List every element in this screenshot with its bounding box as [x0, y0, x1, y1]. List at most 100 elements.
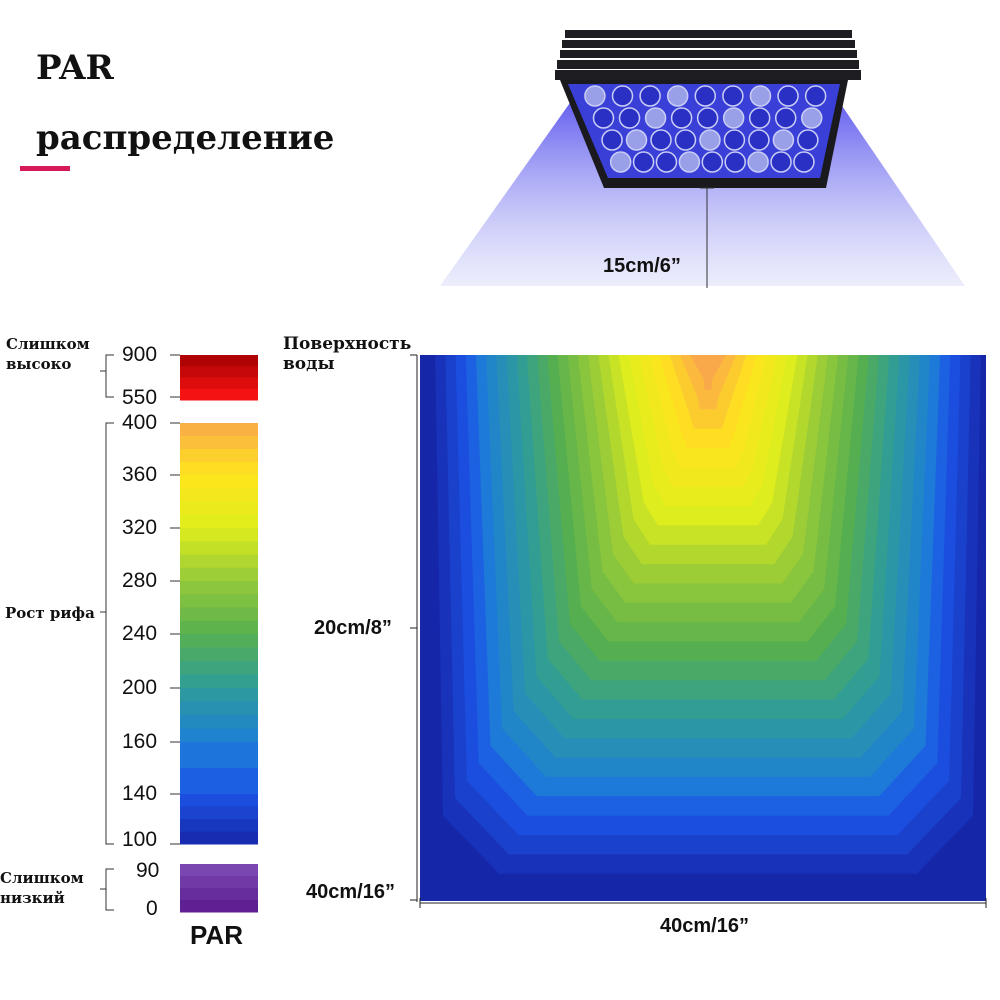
- scale-band: [180, 864, 258, 877]
- led-lens: [699, 129, 721, 151]
- scale-band: [180, 715, 258, 729]
- led-lens: [678, 151, 701, 173]
- tick-label: 550: [122, 386, 158, 409]
- legend-group-too-high: Слишком высоко: [6, 335, 90, 373]
- tick-label: 400: [122, 411, 158, 434]
- led-lens: [748, 107, 771, 129]
- title-accent-bar: [20, 166, 70, 171]
- scale-band: [180, 449, 258, 463]
- scale-band: [180, 514, 258, 529]
- tick-label: 280: [122, 569, 158, 592]
- scale-band: [180, 541, 258, 555]
- led-lens: [639, 85, 661, 107]
- scale-band: [180, 475, 258, 489]
- heatsink: [555, 30, 861, 80]
- par-contour-band: [690, 355, 726, 390]
- legend-brackets: [100, 354, 114, 911]
- scale-band: [180, 567, 258, 582]
- led-lens: [748, 129, 770, 151]
- scale-band: [180, 647, 258, 662]
- depth-bottom-label: 40cm/16”: [306, 881, 395, 903]
- tick-label: 100: [122, 828, 158, 851]
- scale-band: [180, 377, 258, 390]
- scale-band: [180, 831, 258, 845]
- par-color-scale: [100, 354, 258, 913]
- led-lens: [611, 85, 634, 107]
- scale-band: [180, 806, 258, 820]
- led-panel: [560, 80, 848, 188]
- tick-label: 240: [122, 622, 158, 645]
- led-lens: [749, 85, 772, 107]
- led-lens: [772, 129, 795, 151]
- led-lens: [696, 107, 719, 129]
- width-label: 40cm/16”: [660, 915, 749, 937]
- led-lens: [618, 107, 641, 129]
- scale-band: [180, 688, 258, 702]
- scale-band: [180, 768, 258, 795]
- led-lens: [650, 129, 672, 151]
- scale-band: [180, 423, 258, 437]
- scale-band: [180, 742, 258, 769]
- led-lens: [722, 107, 745, 129]
- led-lens: [800, 107, 823, 129]
- scale-band: [180, 819, 258, 832]
- scale-band: [180, 701, 258, 716]
- surface-label: Поверхность воды: [283, 334, 412, 374]
- depth-mid-label: 20cm/8”: [314, 617, 392, 639]
- scale-band: [180, 462, 258, 476]
- led-lens: [793, 151, 815, 173]
- led-light-fixture-icon: [440, 30, 965, 288]
- led-lens: [632, 151, 655, 173]
- scale-band: [180, 620, 258, 635]
- scale-band: [180, 501, 258, 516]
- scale-band: [180, 607, 258, 622]
- legend-tick-marks: [170, 354, 180, 845]
- led-lens: [797, 129, 819, 151]
- scale-band: [180, 728, 258, 743]
- scale-band: [180, 355, 258, 367]
- led-lens: [670, 107, 693, 129]
- led-lens: [694, 85, 717, 107]
- page-title: PAR: [36, 48, 114, 88]
- tick-label: 160: [122, 730, 158, 753]
- led-lens: [609, 151, 632, 173]
- led-lens: [601, 129, 623, 151]
- legend-group-too-low: Слишком низкий: [0, 869, 84, 907]
- page-subtitle: распределение: [36, 118, 335, 158]
- scale-band: [180, 900, 258, 913]
- scale-band: [180, 661, 258, 675]
- tick-label: 0: [146, 897, 158, 920]
- scale-band: [180, 634, 258, 648]
- led-lens: [774, 107, 797, 129]
- tick-label: 360: [122, 463, 158, 486]
- legend-group-reef-growth: Рост рифа: [5, 604, 95, 622]
- tick-label: 900: [122, 343, 158, 366]
- led-lens: [777, 85, 799, 107]
- led-lens: [701, 151, 724, 173]
- tick-label: 140: [122, 782, 158, 805]
- led-lens: [804, 85, 827, 107]
- scale-band: [180, 528, 258, 542]
- par-heatmap: [420, 355, 986, 901]
- scale-band: [180, 554, 258, 569]
- led-lens: [592, 107, 615, 129]
- scale-band: [180, 581, 258, 595]
- scale-band: [180, 876, 258, 889]
- legend-caption: PAR: [190, 920, 243, 950]
- scale-band: [180, 366, 258, 378]
- led-lens: [584, 85, 606, 107]
- tick-label: 200: [122, 676, 158, 699]
- tick-label: 90: [136, 859, 160, 882]
- led-lens: [666, 85, 689, 107]
- led-lens: [644, 107, 667, 129]
- led-lens: [674, 129, 697, 151]
- tick-label: 320: [122, 516, 158, 539]
- scale-band: [180, 888, 258, 901]
- led-lens: [655, 151, 678, 173]
- scale-band: [180, 674, 258, 689]
- scale-band: [180, 794, 258, 807]
- scale-band: [180, 594, 258, 608]
- scale-band: [180, 436, 258, 450]
- fixture-distance-label: 15cm/6”: [603, 255, 681, 277]
